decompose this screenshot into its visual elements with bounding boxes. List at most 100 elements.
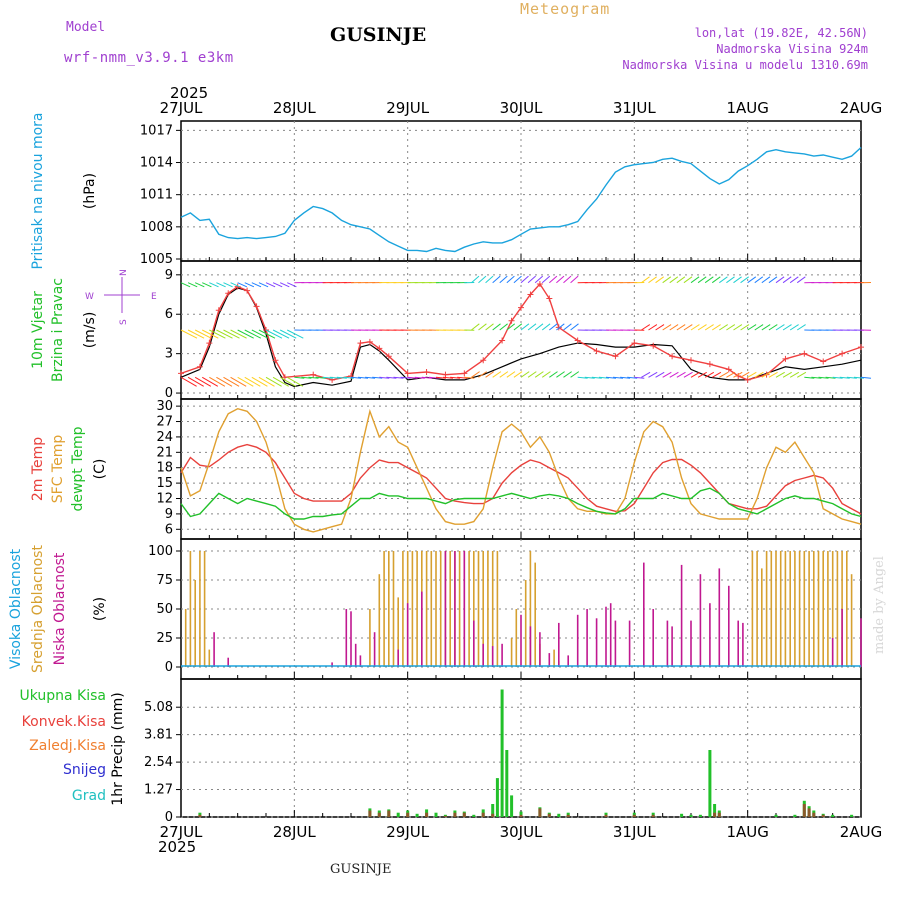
wind-arrow bbox=[768, 324, 778, 331]
x-tick-label-bottom: 30JUL bbox=[500, 823, 543, 841]
wind-arrow bbox=[513, 323, 523, 331]
wind-arrow bbox=[747, 324, 757, 331]
wind-arrow bbox=[648, 324, 658, 331]
wind-arrow bbox=[754, 276, 764, 284]
x-tick-label-top: 31JUL bbox=[613, 99, 656, 117]
bar-precip-total bbox=[491, 804, 495, 817]
bar-clouds-mid bbox=[765, 551, 768, 667]
bar-clouds-low bbox=[213, 632, 215, 667]
y-tick-label-clouds: 50 bbox=[156, 602, 173, 617]
bar-precip-conv bbox=[462, 812, 466, 817]
wind-arrow bbox=[570, 275, 579, 284]
wind-arrow bbox=[556, 275, 565, 284]
wind-arrow bbox=[478, 323, 487, 331]
y-tick-label-temperature: 9 bbox=[165, 507, 173, 522]
bar-precip-conv bbox=[538, 808, 542, 817]
precip-legend-label: Snijeg bbox=[63, 762, 106, 778]
y-tick-label-wind: 9 bbox=[165, 268, 173, 283]
wind-arrow bbox=[471, 323, 480, 331]
wind-arrow bbox=[478, 371, 487, 378]
wind-arrow bbox=[655, 276, 664, 284]
bar-clouds-low bbox=[680, 564, 683, 667]
bar-clouds-mid bbox=[798, 551, 801, 667]
bar-precip-conv bbox=[481, 812, 485, 817]
y-axis-label-temperature: dewpt Temp bbox=[70, 426, 86, 511]
gust-marker bbox=[206, 340, 213, 347]
gust-marker bbox=[196, 363, 203, 370]
wind-arrow bbox=[237, 282, 248, 288]
wind-arrow bbox=[711, 371, 722, 378]
compass-w: W bbox=[85, 292, 94, 302]
wind-arrow bbox=[187, 376, 204, 387]
gust-marker bbox=[706, 361, 713, 368]
wind-arrow bbox=[386, 376, 397, 379]
wind-arrow bbox=[541, 371, 551, 378]
wind-arrow bbox=[279, 376, 297, 387]
bar-clouds-mid bbox=[756, 551, 758, 667]
gust-marker bbox=[461, 370, 468, 377]
bar-clouds-low bbox=[454, 551, 456, 667]
wind-arrow bbox=[811, 376, 822, 379]
bar-precip-conv bbox=[566, 814, 570, 817]
bar-clouds-low bbox=[354, 643, 357, 667]
y-axis-label-clouds: Visoka Oblacnost bbox=[8, 548, 24, 669]
wind-arrow bbox=[513, 371, 523, 378]
bar-clouds-mid bbox=[473, 551, 475, 667]
bar-clouds-mid bbox=[189, 551, 192, 667]
gust-marker bbox=[820, 358, 827, 365]
bar-clouds-mid bbox=[477, 551, 480, 667]
wind-arrow bbox=[202, 329, 219, 339]
bar-clouds-mid bbox=[850, 574, 853, 667]
wind-arrow bbox=[789, 276, 799, 284]
bar-clouds-low bbox=[397, 649, 399, 667]
wind-arrow bbox=[782, 371, 792, 378]
wind-arrow bbox=[584, 376, 595, 379]
bar-clouds-low bbox=[605, 606, 607, 667]
year-top-label: 2025 bbox=[170, 84, 209, 102]
bar-clouds-low bbox=[666, 620, 669, 667]
bar-clouds-low bbox=[643, 562, 645, 667]
gust-marker bbox=[839, 350, 846, 357]
wind-arrow bbox=[733, 371, 743, 378]
gust-marker bbox=[272, 357, 279, 364]
wind-arrow bbox=[287, 329, 304, 339]
wind-arrow bbox=[697, 371, 707, 378]
bar-precip-total bbox=[519, 811, 523, 817]
wind-arrow bbox=[527, 371, 537, 378]
bar-clouds-mid bbox=[416, 551, 418, 667]
wind-arrow bbox=[662, 371, 672, 378]
bar-precip-total bbox=[396, 812, 400, 817]
elevation-label: Nadmorska Visina 924m bbox=[716, 42, 868, 56]
wind-arrow bbox=[740, 371, 750, 378]
wind-arrow bbox=[202, 282, 212, 288]
bar-clouds-mid bbox=[813, 551, 815, 667]
wind-arrow bbox=[775, 276, 785, 284]
bar-clouds-low bbox=[539, 632, 541, 667]
gust-marker bbox=[376, 345, 383, 352]
wind-arrow bbox=[676, 324, 686, 331]
bar-clouds-low bbox=[860, 618, 862, 667]
y-tick-label-clouds: 0 bbox=[165, 660, 173, 675]
panel-frame-pressure bbox=[180, 120, 862, 262]
page-title: GUSINJE bbox=[330, 24, 427, 46]
wind-arrow bbox=[279, 329, 297, 339]
wind-arrow bbox=[251, 282, 262, 288]
bar-clouds-low bbox=[373, 632, 376, 667]
wind-arrow bbox=[669, 324, 679, 331]
wind-arrow bbox=[726, 324, 736, 331]
wind-arrow bbox=[789, 324, 799, 331]
bar-clouds-low bbox=[482, 643, 484, 667]
bar-clouds-mid bbox=[794, 551, 796, 667]
wind-arrow bbox=[796, 324, 806, 331]
wind-arrow bbox=[747, 371, 757, 378]
bar-precip-conv bbox=[812, 812, 816, 817]
x-tick-label-top: 2AUG bbox=[840, 99, 882, 117]
bar-clouds-mid bbox=[779, 551, 782, 667]
y-tick-label-clouds: 100 bbox=[148, 544, 173, 559]
bar-clouds-low bbox=[699, 574, 702, 667]
y-tick-label-precip: 3.81 bbox=[144, 728, 173, 743]
wind-arrow bbox=[782, 324, 792, 331]
wind-arrow bbox=[726, 276, 735, 284]
wind-arrow bbox=[556, 323, 565, 331]
compass-n: N bbox=[119, 269, 129, 276]
